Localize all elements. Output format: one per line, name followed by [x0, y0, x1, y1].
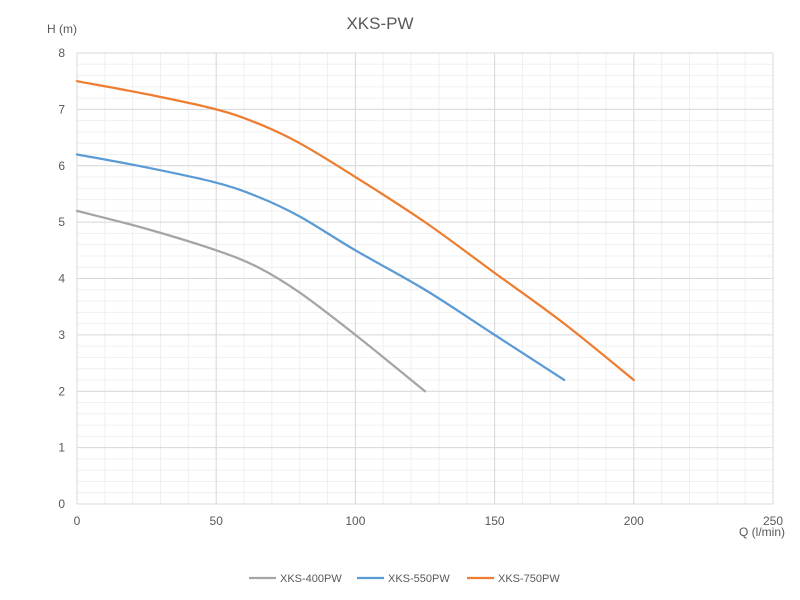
- legend-item: XKS-750PW: [467, 573, 560, 585]
- x-tick-label: 150: [485, 514, 505, 528]
- chart-title: XKS-PW: [346, 14, 413, 33]
- legend-item: XKS-550PW: [357, 573, 450, 585]
- y-tick-label: 2: [58, 384, 65, 398]
- y-tick-labels: 0 1 2 3 4 5 6 7 8: [58, 46, 65, 511]
- y-tick-label: 7: [58, 102, 65, 116]
- y-tick-label: 3: [58, 328, 65, 342]
- legend-item: XKS-400PW: [249, 573, 342, 585]
- y-tick-label: 0: [58, 497, 65, 511]
- y-tick-label: 8: [58, 46, 65, 60]
- legend-label: XKS-550PW: [388, 573, 450, 585]
- y-axis-label: H (m): [47, 22, 77, 36]
- x-tick-label: 50: [210, 514, 224, 528]
- x-tick-labels: 0 50 100 150 200 250: [74, 514, 784, 528]
- series-line-2: [75, 80, 635, 382]
- y-tick-label: 6: [58, 159, 65, 173]
- legend: XKS-400PW XKS-550PW XKS-750PW: [249, 573, 560, 585]
- series-line-1: [75, 153, 566, 382]
- legend-label: XKS-750PW: [498, 573, 560, 585]
- legend-label: XKS-400PW: [280, 573, 342, 585]
- x-tick-label: 250: [763, 514, 783, 528]
- series-lines: [75, 80, 635, 393]
- series-line-0: [75, 209, 427, 393]
- y-tick-label: 5: [58, 215, 65, 229]
- y-tick-label: 4: [58, 272, 65, 286]
- x-axis-label: Q (l/min): [739, 525, 785, 539]
- y-tick-label: 1: [58, 441, 65, 455]
- x-tick-label: 100: [345, 514, 365, 528]
- x-tick-label: 200: [624, 514, 644, 528]
- x-tick-label: 0: [74, 514, 81, 528]
